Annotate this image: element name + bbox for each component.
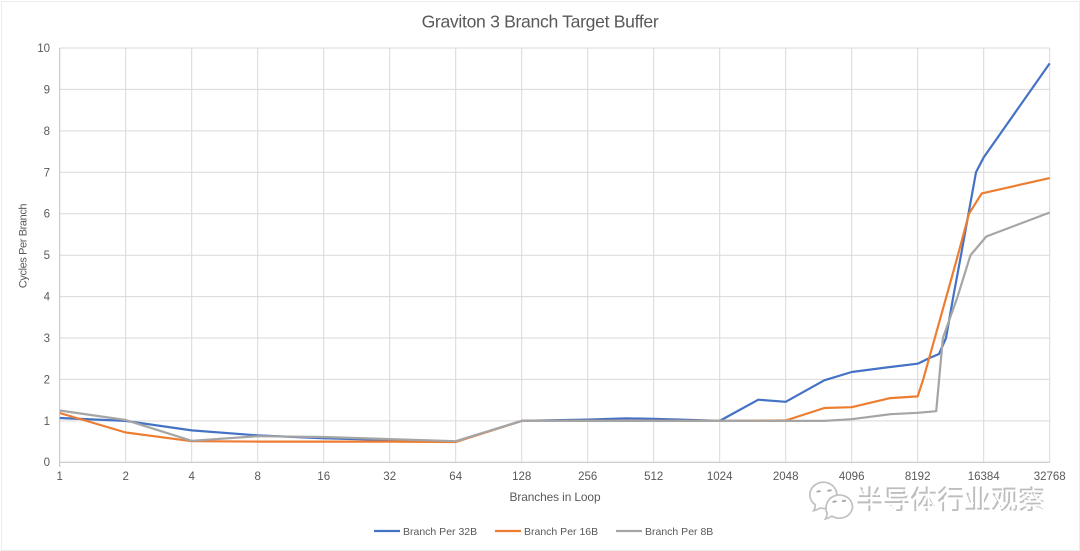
- svg-text:Branch Per 16B: Branch Per 16B: [524, 526, 598, 538]
- svg-text:1: 1: [44, 416, 50, 428]
- svg-text:Graviton 3 Branch Target Buffe: Graviton 3 Branch Target Buffer: [422, 12, 659, 32]
- svg-text:256: 256: [578, 471, 597, 483]
- svg-text:16: 16: [317, 471, 330, 483]
- svg-text:128: 128: [512, 471, 531, 483]
- svg-text:32768: 32768: [1034, 471, 1066, 483]
- svg-text:1: 1: [56, 471, 62, 483]
- svg-text:10: 10: [37, 43, 50, 55]
- svg-text:8: 8: [254, 471, 260, 483]
- svg-text:5: 5: [44, 250, 50, 262]
- svg-text:512: 512: [644, 471, 663, 483]
- svg-text:Cycles Per Branch: Cycles Per Branch: [18, 204, 30, 289]
- svg-text:2: 2: [122, 471, 128, 483]
- svg-text:0: 0: [44, 457, 50, 469]
- svg-text:2: 2: [44, 374, 50, 386]
- svg-text:32: 32: [383, 471, 396, 483]
- svg-text:Branch Per 32B: Branch Per 32B: [403, 526, 477, 538]
- svg-text:4: 4: [44, 292, 51, 304]
- svg-text:8192: 8192: [905, 471, 931, 483]
- svg-text:Branch Per 8B: Branch Per 8B: [645, 526, 713, 538]
- svg-text:6: 6: [44, 209, 50, 221]
- svg-text:8: 8: [44, 126, 50, 138]
- svg-text:2048: 2048: [773, 471, 799, 483]
- svg-text:4: 4: [188, 471, 195, 483]
- svg-text:16384: 16384: [968, 471, 1001, 483]
- svg-text:7: 7: [44, 167, 50, 179]
- svg-text:1024: 1024: [707, 471, 733, 483]
- svg-text:9: 9: [44, 84, 50, 96]
- svg-text:4096: 4096: [839, 471, 865, 483]
- svg-text:3: 3: [44, 333, 50, 345]
- svg-text:Branches in Loop: Branches in Loop: [510, 490, 601, 504]
- svg-text:64: 64: [449, 471, 462, 483]
